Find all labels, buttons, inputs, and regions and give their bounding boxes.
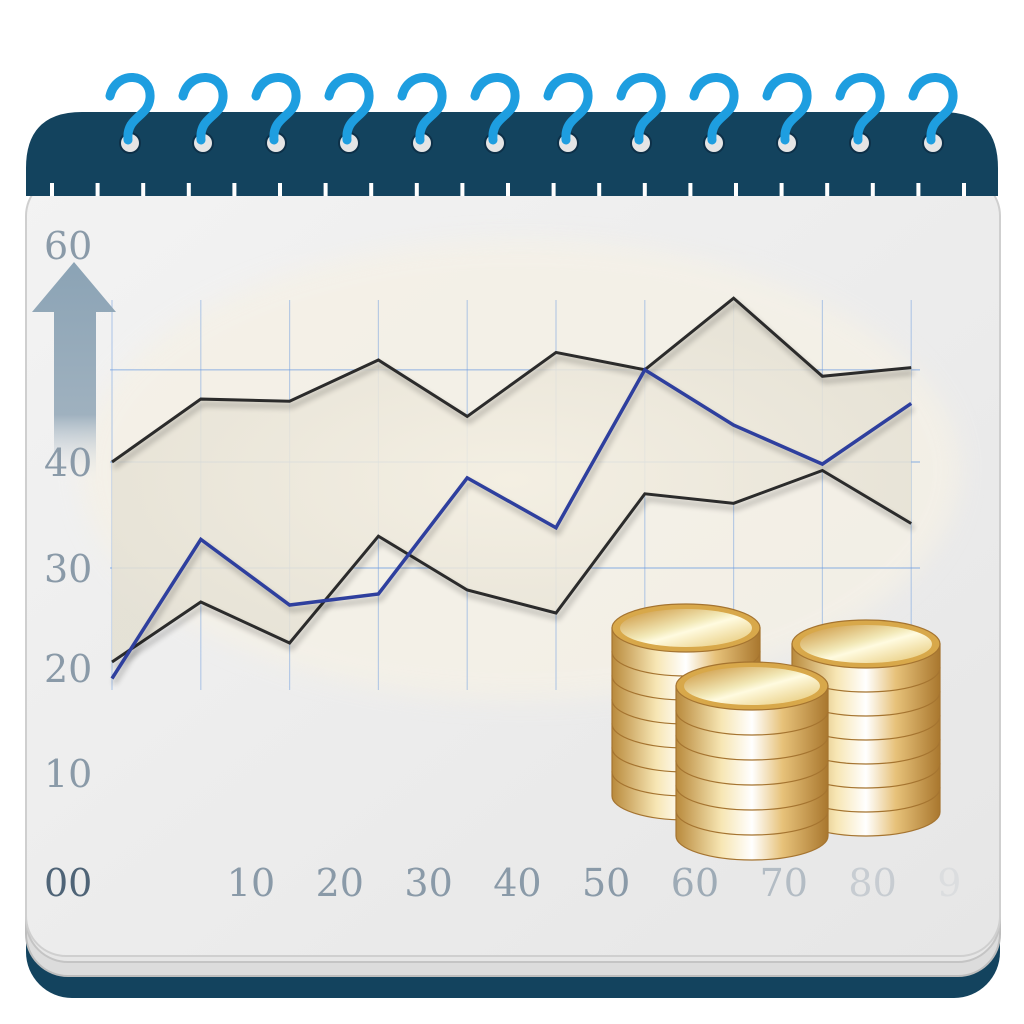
coin-stack (675, 661, 829, 861)
spiral-ring-icon (689, 73, 739, 154)
series-line-3 (110, 367, 913, 680)
chart-series (110, 296, 915, 685)
perforation-mark (870, 183, 875, 196)
y-tick-label: 40 (44, 441, 92, 485)
x-tick-label: 9 (937, 861, 961, 905)
x-tick-label: 50 (582, 861, 630, 905)
y-tick-label: 60 (44, 224, 92, 268)
y-tick-label: 20 (44, 647, 92, 691)
notebook-binding (26, 112, 998, 196)
perforation-mark (186, 183, 191, 196)
perforation-mark (141, 183, 146, 196)
perforations (50, 183, 966, 196)
y-axis-tick-labels: 60 40 30 20 10 (44, 224, 92, 796)
x-tick-label: 40 (493, 861, 541, 905)
perforation-mark (688, 183, 693, 196)
series-band-fill (112, 298, 912, 662)
coin-top-face (684, 667, 820, 705)
spiral-rings (105, 73, 958, 154)
perforation-mark (962, 183, 966, 196)
spiral-ring-icon (762, 73, 812, 154)
spiral-ring-icon (470, 73, 520, 154)
x-tick-label: 30 (404, 861, 452, 905)
series-line-shadow (112, 473, 915, 669)
coin-stack-icon (611, 603, 941, 861)
perforation-mark (232, 183, 237, 196)
perforation-mark (642, 183, 647, 196)
spiral-ring-icon (251, 73, 301, 154)
series-line-shadow (112, 371, 915, 685)
perforation-mark (916, 183, 921, 196)
spiral-ring-icon (178, 73, 228, 154)
y-tick-label: 30 (44, 547, 92, 591)
perforation-mark (506, 183, 510, 196)
perforation-mark (551, 183, 556, 196)
perforation-mark (369, 183, 374, 196)
spiral-ring-icon (105, 73, 155, 154)
x-tick-label: 00 (44, 861, 92, 905)
series-line-1 (111, 296, 912, 464)
perforation-mark (825, 183, 830, 196)
x-tick-label: 10 (227, 861, 275, 905)
coin-top-face (800, 625, 932, 663)
series-line-2 (111, 468, 912, 664)
x-axis-tick-labels: 00 10 20 30 40 50 60 70 80 9 (44, 861, 961, 905)
perforation-mark (414, 183, 419, 196)
perforation-mark (323, 183, 328, 196)
spiral-ring-icon (543, 73, 593, 154)
spiral-ring-icon (835, 73, 885, 154)
series-line-shadow (112, 300, 914, 469)
perforation-mark (278, 183, 282, 196)
perforation-mark (597, 183, 602, 196)
spiral-ring-icon (908, 73, 958, 154)
perforation-mark (95, 183, 100, 196)
spiral-ring-icon (616, 73, 666, 154)
coin-top-face (620, 609, 752, 647)
x-tick-label: 80 (848, 861, 896, 905)
perforation-mark (460, 183, 465, 196)
x-tick-label: 70 (760, 861, 808, 905)
x-tick-label: 60 (671, 861, 719, 905)
perforation-mark (734, 183, 738, 196)
coin-stack (791, 619, 941, 837)
y-tick-label: 10 (44, 752, 92, 796)
x-tick-label: 20 (316, 861, 364, 905)
spiral-ring-icon (324, 73, 374, 154)
perforation-mark (50, 183, 54, 196)
perforation-mark (779, 183, 784, 196)
up-arrow-icon (32, 262, 116, 480)
spiral-ring-icon (397, 73, 447, 154)
